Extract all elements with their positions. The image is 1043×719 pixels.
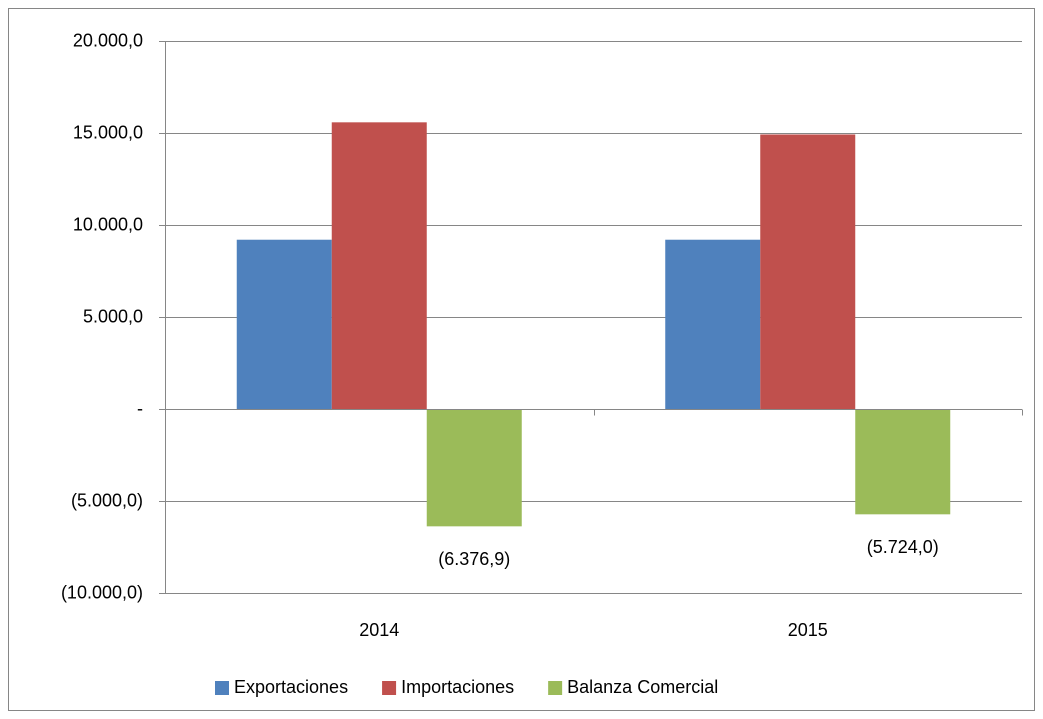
bar <box>236 239 332 409</box>
bar <box>426 409 522 527</box>
x-tick-label: 2015 <box>788 620 828 640</box>
y-tick-label: - <box>137 398 143 418</box>
legend-swatch <box>548 681 563 695</box>
bar <box>331 122 427 409</box>
y-tick-label: (5.000,0) <box>71 490 143 510</box>
y-tick-label: (10.000,0) <box>61 582 143 602</box>
x-tick-label: 2014 <box>359 620 399 640</box>
y-tick-label: 20.000,0 <box>73 30 143 50</box>
chart-frame <box>8 8 1035 711</box>
legend-swatch <box>215 681 229 695</box>
bar <box>760 134 856 410</box>
data-label: (6.376,9) <box>438 549 510 569</box>
y-tick-label: 5.000,0 <box>83 306 143 326</box>
legend-swatch <box>382 681 397 695</box>
legend-label: Importaciones <box>401 677 514 697</box>
bar <box>855 409 951 515</box>
bar <box>665 239 761 409</box>
legend-label: Exportaciones <box>234 677 348 697</box>
data-label: (5.724,0) <box>867 537 939 557</box>
legend-label: Balanza Comercial <box>567 677 718 697</box>
y-tick-label: 10.000,0 <box>73 214 143 234</box>
y-tick-label: 15.000,0 <box>73 122 143 142</box>
